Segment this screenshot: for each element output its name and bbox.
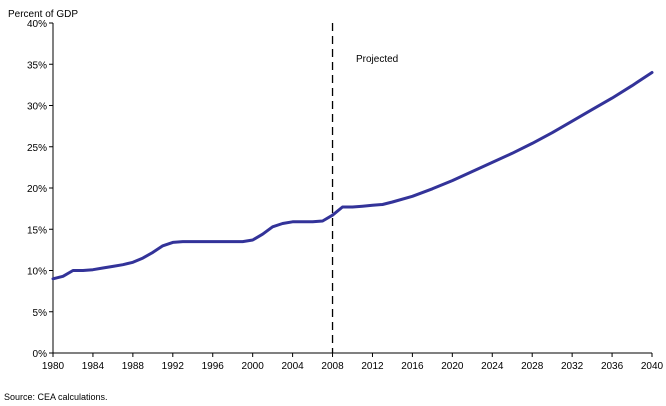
x-tick-label: 2000 [242,361,265,372]
x-tick-label: 2004 [281,361,304,372]
y-tick-label: 40% [27,19,47,30]
y-axis: 0% 5% 10% 15% 20% 25% 30% 35% 40% [27,19,53,360]
x-tick-label: 2024 [481,361,504,372]
x-tick-label: 1984 [82,361,105,372]
x-tick-label: 2008 [321,361,344,372]
y-tick-label: 0% [33,349,48,360]
x-tick-label: 1988 [122,361,145,372]
y-tick-label: 35% [27,60,47,71]
y-tick-label: 20% [27,184,47,195]
x-tick-label: 2032 [561,361,584,372]
x-tick-label: 1992 [162,361,185,372]
y-tick-label: 5% [33,308,48,319]
y-tick-label: 25% [27,143,47,154]
y-tick-label: 30% [27,102,47,113]
x-tick-label: 2028 [521,361,544,372]
y-tick-label: 15% [27,225,47,236]
x-tick-label: 2020 [441,361,464,372]
series-line-percent-of-gdp [51,71,654,281]
x-tick-label: 2040 [641,361,664,372]
y-tick-label: 10% [27,267,47,278]
projected-annotation: Projected [356,54,398,65]
x-tick-label: 2012 [361,361,384,372]
x-tick-label: 1980 [42,361,65,372]
x-tick-label: 2036 [601,361,624,372]
x-tick-label: 1996 [202,361,225,372]
x-tick-label: 2016 [401,361,424,372]
x-axis: 1980 1984 1988 1992 1996 2000 2004 2008 2012 2016… [42,353,664,372]
y-axis-title: Percent of GDP [8,9,78,20]
source-note: Source: CEA calculations. [4,392,108,402]
